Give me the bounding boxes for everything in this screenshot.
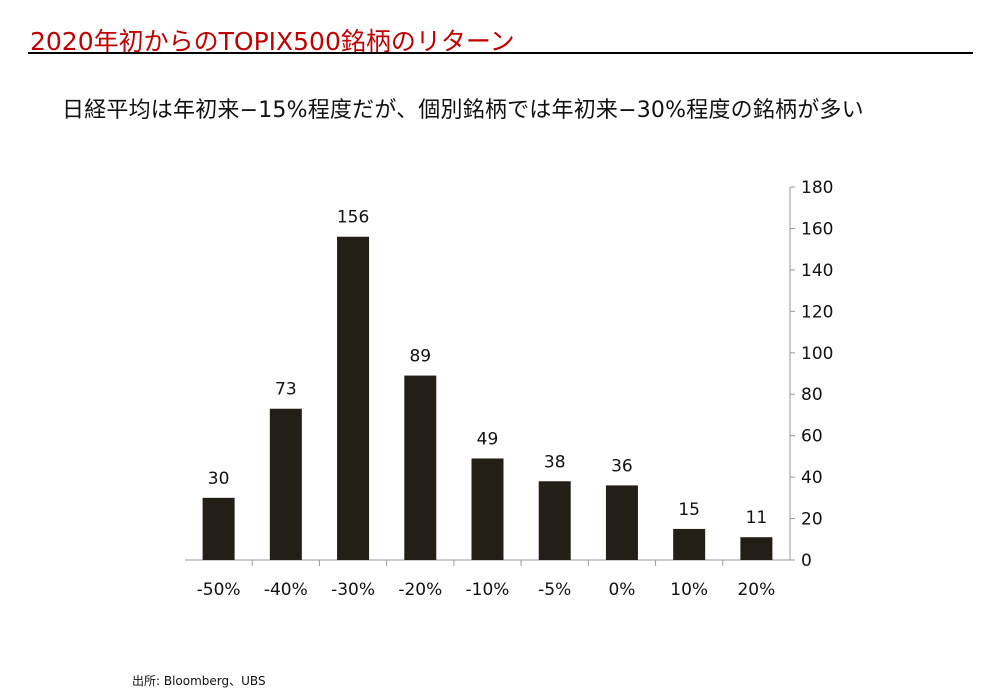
data-label: 38 (544, 452, 566, 472)
data-label: 15 (678, 500, 700, 520)
y-tick-label: 100 (801, 344, 833, 364)
data-label: 36 (611, 456, 633, 476)
bar (269, 408, 302, 560)
y-tick-label: 40 (801, 468, 823, 488)
y-tick-label: 80 (801, 385, 823, 405)
data-label: 49 (477, 429, 499, 449)
y-tick-label: 0 (801, 551, 812, 571)
y-tick-label: 120 (801, 302, 833, 322)
y-tick-label: 60 (801, 427, 823, 447)
slide-subtitle: 日経平均は年初来−15%程度だが、個別銘柄では年初来−30%程度の銘柄が多い (62, 98, 864, 123)
category-label: 0% (608, 580, 635, 600)
bar (404, 375, 437, 560)
category-label: -20% (398, 580, 442, 600)
slide-title: 2020年初からのTOPIX500銘柄のリターン (30, 27, 515, 56)
category-label: -40% (264, 580, 308, 600)
y-tick-label: 140 (801, 261, 833, 281)
bar (605, 485, 638, 560)
category-label: -50% (197, 580, 241, 600)
title-divider (28, 52, 973, 54)
y-tick-label: 180 (801, 178, 833, 198)
data-label: 11 (746, 508, 768, 528)
bar (740, 537, 773, 560)
y-tick-label: 20 (801, 510, 823, 530)
bar (202, 497, 235, 560)
source-note: 出所: Bloomberg、UBS (132, 674, 266, 688)
bar (538, 481, 571, 560)
category-label: -5% (538, 580, 571, 600)
category-label: 10% (670, 580, 708, 600)
data-label: 73 (275, 380, 297, 400)
data-label: 30 (208, 469, 230, 489)
category-label: 20% (737, 580, 775, 600)
data-label: 89 (409, 347, 431, 367)
data-label: 156 (337, 208, 369, 228)
category-label: -10% (466, 580, 510, 600)
category-label: -30% (331, 580, 375, 600)
bar (471, 458, 504, 560)
bar (337, 236, 370, 560)
ubs-logo-mark (40, 670, 120, 686)
bar (673, 528, 706, 560)
y-tick-label: 160 (801, 219, 833, 239)
